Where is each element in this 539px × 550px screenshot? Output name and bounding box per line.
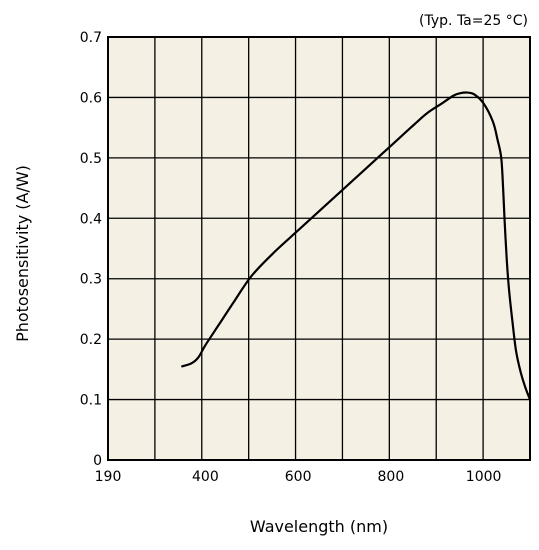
y-tick-label: 0.7 [80, 30, 102, 46]
x-tick-label: 800 [378, 469, 405, 485]
x-tick-label: 600 [285, 469, 312, 485]
y-tick-label: 0 [93, 453, 102, 469]
condition-annotation: (Typ. Ta=25 °C) [419, 13, 528, 29]
x-axis-title: Wavelength (nm) [250, 517, 388, 536]
y-axis-title: Photosensitivity (A/W) [13, 165, 32, 342]
y-tick-label: 0.6 [80, 90, 102, 106]
plot-area [108, 37, 530, 460]
y-tick-labels: 0 0.1 0.2 0.3 0.4 0.5 0.6 0.7 [80, 30, 102, 469]
x-tick-label: 190 [95, 469, 122, 485]
photosensitivity-curve [181, 91, 532, 401]
y-tick-label: 0.1 [80, 393, 102, 409]
y-tick-label: 0.3 [80, 272, 102, 288]
x-tick-label: 1000 [466, 469, 502, 485]
grid [108, 37, 530, 460]
x-tick-labels: 190 400 600 800 1000 [95, 469, 502, 485]
x-tick-label: 400 [192, 469, 219, 485]
plot-frame [107, 36, 531, 461]
y-tick-label: 0.5 [80, 151, 102, 167]
y-tick-label: 0.4 [80, 211, 102, 227]
y-tick-label: 0.2 [80, 332, 102, 348]
